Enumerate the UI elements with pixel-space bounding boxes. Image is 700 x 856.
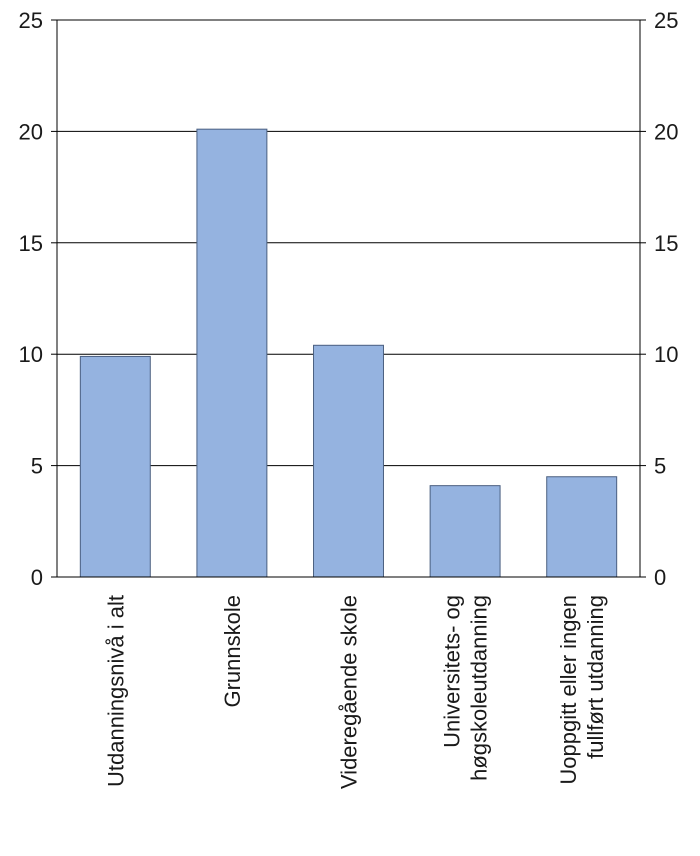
y-tick-label-right: 0 — [654, 565, 666, 590]
category-label-line: Universitets- og — [440, 595, 465, 748]
axes — [51, 19, 646, 578]
category-label: Universitets- og høgskoleutdanning — [440, 595, 492, 781]
y-tick-label-right: 25 — [654, 8, 678, 33]
y-tick-label-right: 15 — [654, 231, 678, 256]
bar — [546, 476, 618, 578]
bars — [79, 128, 618, 578]
y-tick-label-left: 25 — [19, 8, 43, 33]
category-label-line: Videregående skole — [337, 595, 362, 789]
category-label-line: høgskoleutdanning — [467, 595, 492, 781]
category-label-line: Uoppgitt eller ingen — [556, 595, 581, 785]
y-tick-label-left: 5 — [31, 454, 43, 479]
y-tick-label-left: 20 — [19, 119, 43, 144]
category-label-line: Utdanningsnivå i alt — [103, 595, 128, 787]
category-label: Utdanningsnivå i alt — [103, 595, 128, 787]
category-label-line: Grunnskole — [220, 595, 245, 708]
y-tick-label-right: 10 — [654, 342, 678, 367]
y-tick-label-right: 20 — [654, 119, 678, 144]
y-tick-label-left: 15 — [19, 231, 43, 256]
category-label: Videregående skole — [337, 595, 362, 789]
category-label-line: fullført utdanning — [583, 595, 608, 759]
y-tick-labels-left: 0 5 10 15 20 25 — [19, 8, 43, 590]
category-label: Uoppgitt eller ingen fullført utdanning — [556, 595, 608, 785]
category-label: Grunnskole — [220, 595, 245, 708]
bar — [79, 355, 151, 578]
category-labels: Utdanningsnivå i alt Grunnskole Videregåen… — [103, 595, 608, 789]
gridlines — [57, 19, 640, 467]
y-tick-label-left: 0 — [31, 565, 43, 590]
y-tick-label-right: 5 — [654, 454, 666, 479]
bar — [196, 128, 268, 578]
y-tick-labels-right: 0 5 10 15 20 25 — [654, 8, 678, 590]
y-tick-label-left: 10 — [19, 342, 43, 367]
bar — [429, 485, 501, 578]
bar — [313, 344, 384, 578]
